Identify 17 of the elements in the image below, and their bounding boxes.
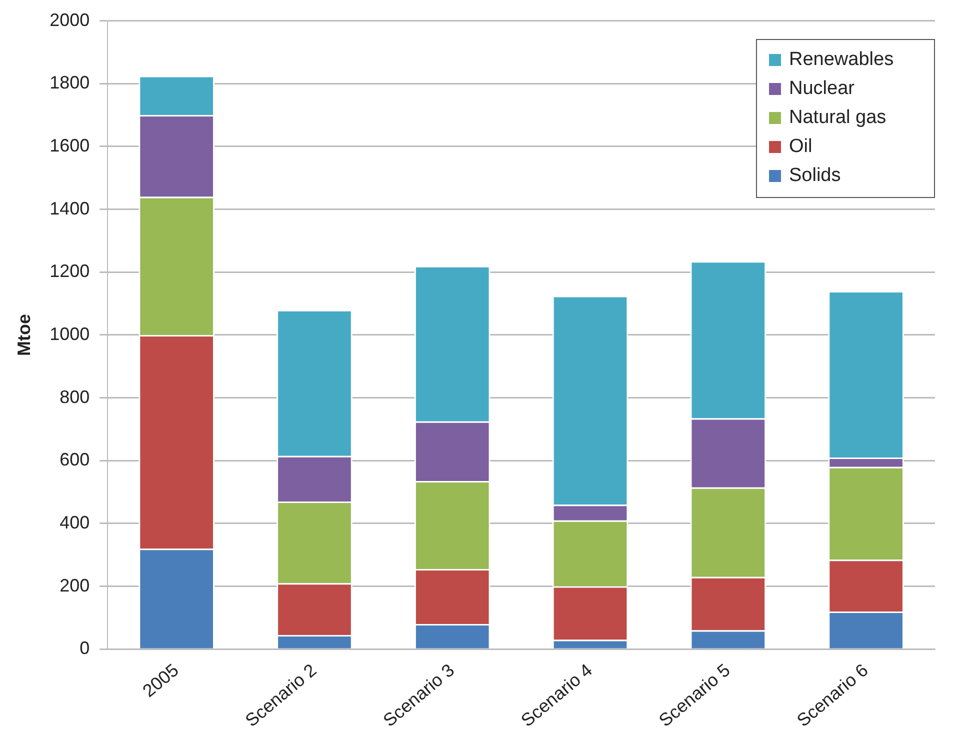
- y-tick-label: 1800: [50, 72, 90, 93]
- legend-label: Renewables: [789, 49, 894, 72]
- y-tick-label: 600: [60, 450, 90, 470]
- y-axis-title: Mtoe: [14, 314, 34, 356]
- y-tick-label: 400: [60, 512, 90, 532]
- legend-label: Solids: [789, 165, 841, 188]
- y-tick-label: 2000: [50, 10, 90, 30]
- y-tick-label: 1000: [50, 324, 90, 344]
- y-tick-label: 1400: [50, 198, 90, 218]
- legend-label: Natural gas: [789, 107, 886, 130]
- y-tick-label: 1200: [50, 261, 90, 282]
- y-tick-label: 1600: [50, 135, 90, 156]
- legend-label: Nuclear: [789, 78, 854, 100]
- y-tick-label: 200: [60, 575, 90, 596]
- y-tick-label: 0: [80, 638, 90, 658]
- y-tick-label: 800: [60, 386, 90, 407]
- legend-label: Oil: [789, 136, 812, 158]
